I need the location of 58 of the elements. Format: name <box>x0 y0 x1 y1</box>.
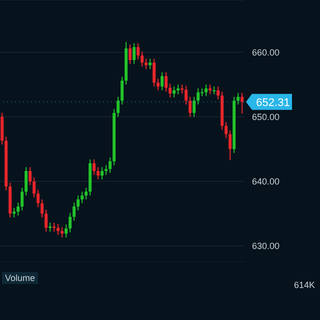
candlestick <box>16 202 20 216</box>
candlestick <box>196 88 200 106</box>
candlestick <box>32 176 36 198</box>
candlestick <box>172 86 176 98</box>
candlestick <box>156 78 160 91</box>
candlestick <box>192 96 196 118</box>
candlestick <box>228 130 232 161</box>
candlestick <box>48 222 52 232</box>
candlestick <box>160 72 164 91</box>
candlestick <box>84 187 88 200</box>
candlestick <box>104 164 108 176</box>
candlestick <box>24 166 28 196</box>
candlestick <box>164 72 168 92</box>
text: Volume <box>2 272 38 284</box>
candlestick <box>60 226 64 238</box>
candlestick <box>40 198 44 218</box>
candlestick <box>204 84 208 97</box>
candlestick <box>80 191 84 204</box>
ref-line-label: 652.31 <box>256 96 290 109</box>
candlestick <box>44 209 48 232</box>
candlestick <box>240 92 244 114</box>
candlestick <box>108 156 112 174</box>
candlestick <box>136 42 140 60</box>
candlestick <box>68 212 72 233</box>
candlestick <box>216 86 220 100</box>
candlestick <box>56 223 60 236</box>
candlestick <box>52 222 56 232</box>
candlestick <box>236 92 240 106</box>
y-tick-label: 650.00 <box>252 112 280 122</box>
candlestick <box>96 166 100 180</box>
candlestick <box>128 44 132 64</box>
candlestick <box>120 76 124 106</box>
candlestick <box>72 202 76 222</box>
candlestick <box>148 58 152 70</box>
candlestick <box>76 195 80 211</box>
candlestick <box>188 96 192 118</box>
candlestick <box>0 112 4 146</box>
candlestick <box>28 166 32 186</box>
candlestick <box>208 84 212 95</box>
candlestick <box>144 58 148 70</box>
candlestick <box>184 85 188 106</box>
candlestick <box>100 166 104 180</box>
candlestick <box>224 121 228 139</box>
text: 614K <box>294 280 315 290</box>
candlestick <box>64 224 68 238</box>
candlestick <box>176 84 180 95</box>
candlestick <box>152 58 156 87</box>
y-tick-label: 640.00 <box>252 176 280 187</box>
candlestick <box>92 158 96 176</box>
y-tick-label: 630.00 <box>252 241 280 252</box>
candlestick <box>20 187 24 211</box>
candlestick <box>12 207 16 218</box>
candlestick <box>168 83 172 98</box>
candlestick <box>140 51 144 67</box>
candlestick <box>132 42 136 64</box>
candlestick <box>36 189 40 208</box>
y-tick-label: 660.00 <box>252 47 280 58</box>
candlestick <box>116 96 120 118</box>
